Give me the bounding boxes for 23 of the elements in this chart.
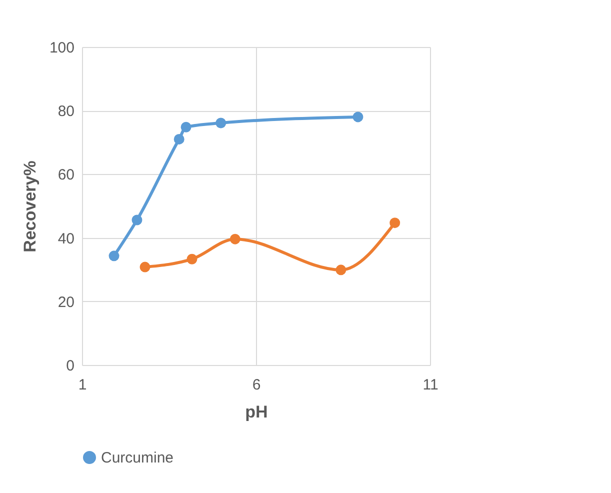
- point: [352, 112, 364, 122]
- point: [186, 254, 198, 264]
- y-tick-label: 20: [58, 294, 74, 311]
- point: [216, 118, 226, 128]
- x-tick-label: 6: [252, 376, 261, 394]
- y-tick-label: 100: [49, 40, 74, 56]
- point: [140, 262, 150, 272]
- point: [180, 122, 192, 132]
- y-tick-label: 40: [58, 230, 74, 248]
- y-tick-label: 80: [58, 103, 74, 120]
- point: [174, 134, 184, 144]
- x-tick-label: 11: [422, 376, 438, 394]
- y-tick-label: 0: [66, 358, 74, 374]
- point: [390, 218, 400, 228]
- point: [108, 250, 120, 262]
- y-axis-title: Recovery%: [20, 160, 40, 252]
- point: [132, 214, 142, 226]
- y-tick-label: 60: [58, 166, 74, 184]
- point: [336, 264, 346, 276]
- x-axis-title: pH: [245, 402, 268, 422]
- point: [230, 234, 240, 244]
- legend-label: Curcumine: [101, 450, 174, 466]
- x-tick-label: 1: [78, 376, 87, 394]
